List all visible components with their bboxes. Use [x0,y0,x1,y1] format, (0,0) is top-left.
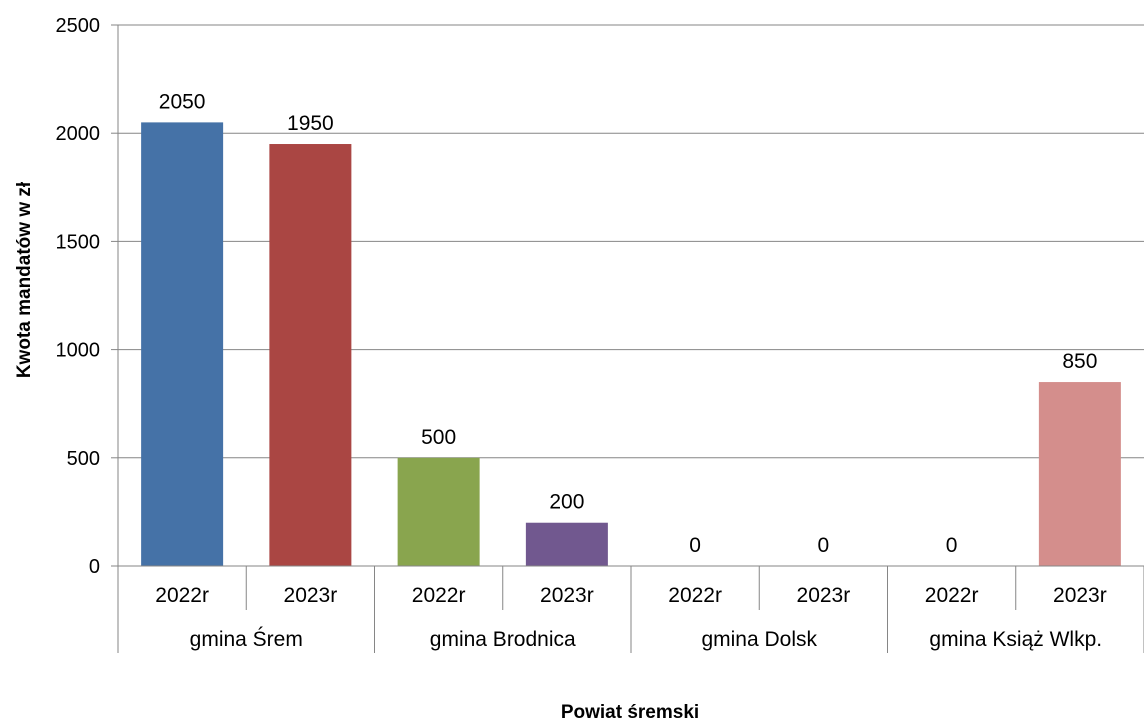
x-group-label: gmina Brodnica [430,628,576,651]
x-category-label: 2023r [1053,584,1107,607]
bar [525,522,608,566]
data-label: 500 [421,426,456,449]
x-category-label: 2022r [668,584,722,607]
y-tick-label: 0 [89,556,100,578]
axes [111,24,1144,653]
x-group-label: gmina Dolsk [701,628,817,651]
bar [141,122,224,566]
x-group-label: gmina Książ Wlkp. [929,628,1102,651]
y-tick-label: 2000 [56,123,101,145]
x-category-label: 2022r [412,584,466,607]
data-label: 0 [946,534,958,557]
y-tick-label: 500 [67,448,100,470]
data-label: 200 [549,491,584,514]
bars [141,122,1121,566]
y-axis-title: Kwota mandatów w zł [14,181,35,378]
y-tick-label: 1000 [56,340,101,362]
bar [1038,382,1121,566]
data-label: 0 [818,534,830,557]
bar [269,144,352,566]
data-label: 2050 [159,90,206,113]
data-label: 850 [1062,350,1097,373]
x-category-label: 2023r [540,584,594,607]
x-category-label: 2022r [925,584,979,607]
x-group-label: gmina Śrem [190,627,303,651]
x-category-label: 2023r [284,584,338,607]
labels: 0500100015002000250020502022r19502023r50… [56,15,1107,651]
bar [397,457,480,566]
y-tick-label: 2500 [56,15,101,37]
data-label: 0 [689,534,701,557]
y-tick-label: 1500 [56,231,101,253]
data-label: 1950 [287,112,334,135]
x-category-label: 2022r [155,584,209,607]
x-axis-title: Powiat śremski [561,702,699,720]
x-category-label: 2023r [797,584,851,607]
